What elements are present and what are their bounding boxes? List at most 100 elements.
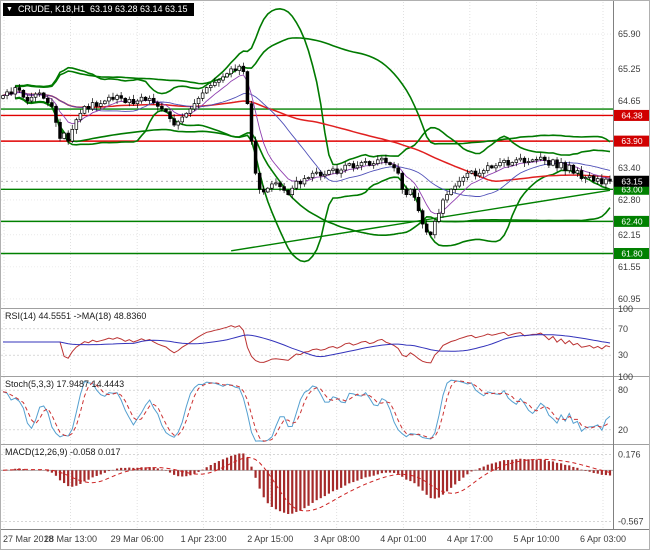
candle-body xyxy=(209,85,213,88)
candle-body xyxy=(433,221,437,236)
candle-body xyxy=(543,156,547,161)
candle-body xyxy=(21,89,26,98)
candle-body xyxy=(160,105,164,110)
candle-body xyxy=(400,172,404,190)
candle-body xyxy=(99,103,103,107)
time-axis-label: 2 Apr 15:00 xyxy=(247,534,293,544)
time-axis-label: 3 Apr 08:00 xyxy=(314,534,360,544)
resistance-price-tag xyxy=(614,135,649,147)
price-axis[interactable]: 65.90 65.25 64.65 63.40 62.80 62.15 61.55 60.95… xyxy=(613,1,650,529)
grid xyxy=(1,2,613,529)
main-chart-panel[interactable] xyxy=(1,7,613,263)
candle-body xyxy=(449,188,453,195)
candle-body xyxy=(290,187,294,195)
candle-body xyxy=(420,210,425,225)
candle-body xyxy=(481,170,486,174)
axis-tick-label: 20 xyxy=(618,425,628,435)
candle-body xyxy=(551,159,555,166)
candle-body xyxy=(404,188,409,195)
candle-body xyxy=(510,162,514,166)
trendline[interactable] xyxy=(231,189,611,252)
rsi-panel[interactable] xyxy=(1,325,613,364)
candle-body xyxy=(359,162,364,167)
candle-body xyxy=(58,122,62,139)
axis-tick-label: 63.40 xyxy=(618,163,641,173)
axis-tick-label: 65.90 xyxy=(618,29,641,39)
candle-body xyxy=(62,132,66,139)
candle-body xyxy=(241,65,246,72)
axis-tick-label: 80 xyxy=(618,385,628,395)
candle-body xyxy=(257,172,262,190)
candle-body xyxy=(151,97,156,103)
bollinger-fast-upper-band xyxy=(15,7,611,166)
symbol-dropdown-icon[interactable]: ▼ xyxy=(6,6,13,13)
axis-tick-label: -0.567 xyxy=(618,517,644,527)
axis-tick-label: 62.80 xyxy=(618,195,641,205)
candle-body xyxy=(135,100,140,105)
current-price-tag-text: 63.15 xyxy=(621,176,643,186)
time-axis-label: 4 Apr 17:00 xyxy=(447,534,493,544)
candle-body xyxy=(266,187,270,193)
candle-body xyxy=(103,100,107,105)
candle-body xyxy=(547,160,551,166)
candle-body xyxy=(343,164,347,171)
candle-body xyxy=(286,190,290,195)
candle-body xyxy=(302,178,307,185)
time-axis-label: 27 Mar 2018 xyxy=(3,534,54,544)
candle-body xyxy=(41,92,46,99)
stoch-indicator-label: Stoch(5,3,3) 17.9487 14.4443 xyxy=(5,379,125,389)
ma-red xyxy=(2,91,611,182)
rsi-indicator-label: RSI(14) 44.5551 ->MA(18) 48.8360 xyxy=(5,311,147,321)
candle-body xyxy=(111,96,115,100)
candle-body xyxy=(538,156,543,160)
candle-body xyxy=(575,170,580,174)
candle-body xyxy=(327,170,331,175)
chart-title-bar[interactable]: ▼ CRUDE, K18,H1 63.19 63.28 63.14 63.15 xyxy=(3,3,194,16)
candle-body xyxy=(37,92,42,95)
bollinger-slow-upper-band xyxy=(15,37,611,145)
candle-body xyxy=(204,87,209,94)
support-price-tag xyxy=(614,183,649,195)
time-axis-label: 1 Apr 23:00 xyxy=(181,534,227,544)
candle-body xyxy=(608,178,612,182)
support-price-tag xyxy=(614,247,649,259)
candle-body xyxy=(396,167,400,174)
time-axis-label: 29 Mar 06:00 xyxy=(111,534,164,544)
time-axis-label: 5 Apr 10:00 xyxy=(513,534,559,544)
candle-body xyxy=(245,71,250,105)
candle-body xyxy=(249,103,254,142)
candle-body xyxy=(9,91,13,95)
candle-body xyxy=(518,157,523,161)
macd-indicator-label: MACD(12,26,9) -0.058 0.017 xyxy=(5,447,121,457)
candles xyxy=(1,62,612,239)
time-axis-label: 6 Apr 03:00 xyxy=(580,534,626,544)
symbol-timeframe-label: CRUDE, K18,H1 xyxy=(17,4,85,14)
candle-body xyxy=(131,99,136,105)
time-axis-label: 28 Mar 13:00 xyxy=(44,534,97,544)
candle-body xyxy=(347,163,352,166)
rsi-line xyxy=(3,325,611,364)
axis-tick-label: 100 xyxy=(618,372,633,382)
candle-body xyxy=(339,169,343,174)
stochastic-panel[interactable] xyxy=(1,379,613,442)
candle-body xyxy=(445,194,449,201)
ohlc-values: 63.19 63.28 63.14 63.15 xyxy=(89,4,188,14)
axis-tick-label: 0.176 xyxy=(618,449,641,459)
macd-panel[interactable] xyxy=(1,453,613,522)
candle-body xyxy=(380,157,384,161)
support-price-tag-text: 61.80 xyxy=(621,248,643,258)
candle-body xyxy=(13,87,17,95)
candle-body xyxy=(270,183,274,189)
candle-body xyxy=(86,105,91,110)
axis-tick-label: 100 xyxy=(618,304,633,314)
candle-body xyxy=(298,180,303,185)
candle-body xyxy=(168,111,172,119)
candle-body xyxy=(82,105,87,114)
candle-body xyxy=(514,159,519,163)
candle-body xyxy=(176,121,180,126)
candle-body xyxy=(164,108,168,113)
candle-body xyxy=(351,163,356,169)
candle-body xyxy=(384,157,388,163)
